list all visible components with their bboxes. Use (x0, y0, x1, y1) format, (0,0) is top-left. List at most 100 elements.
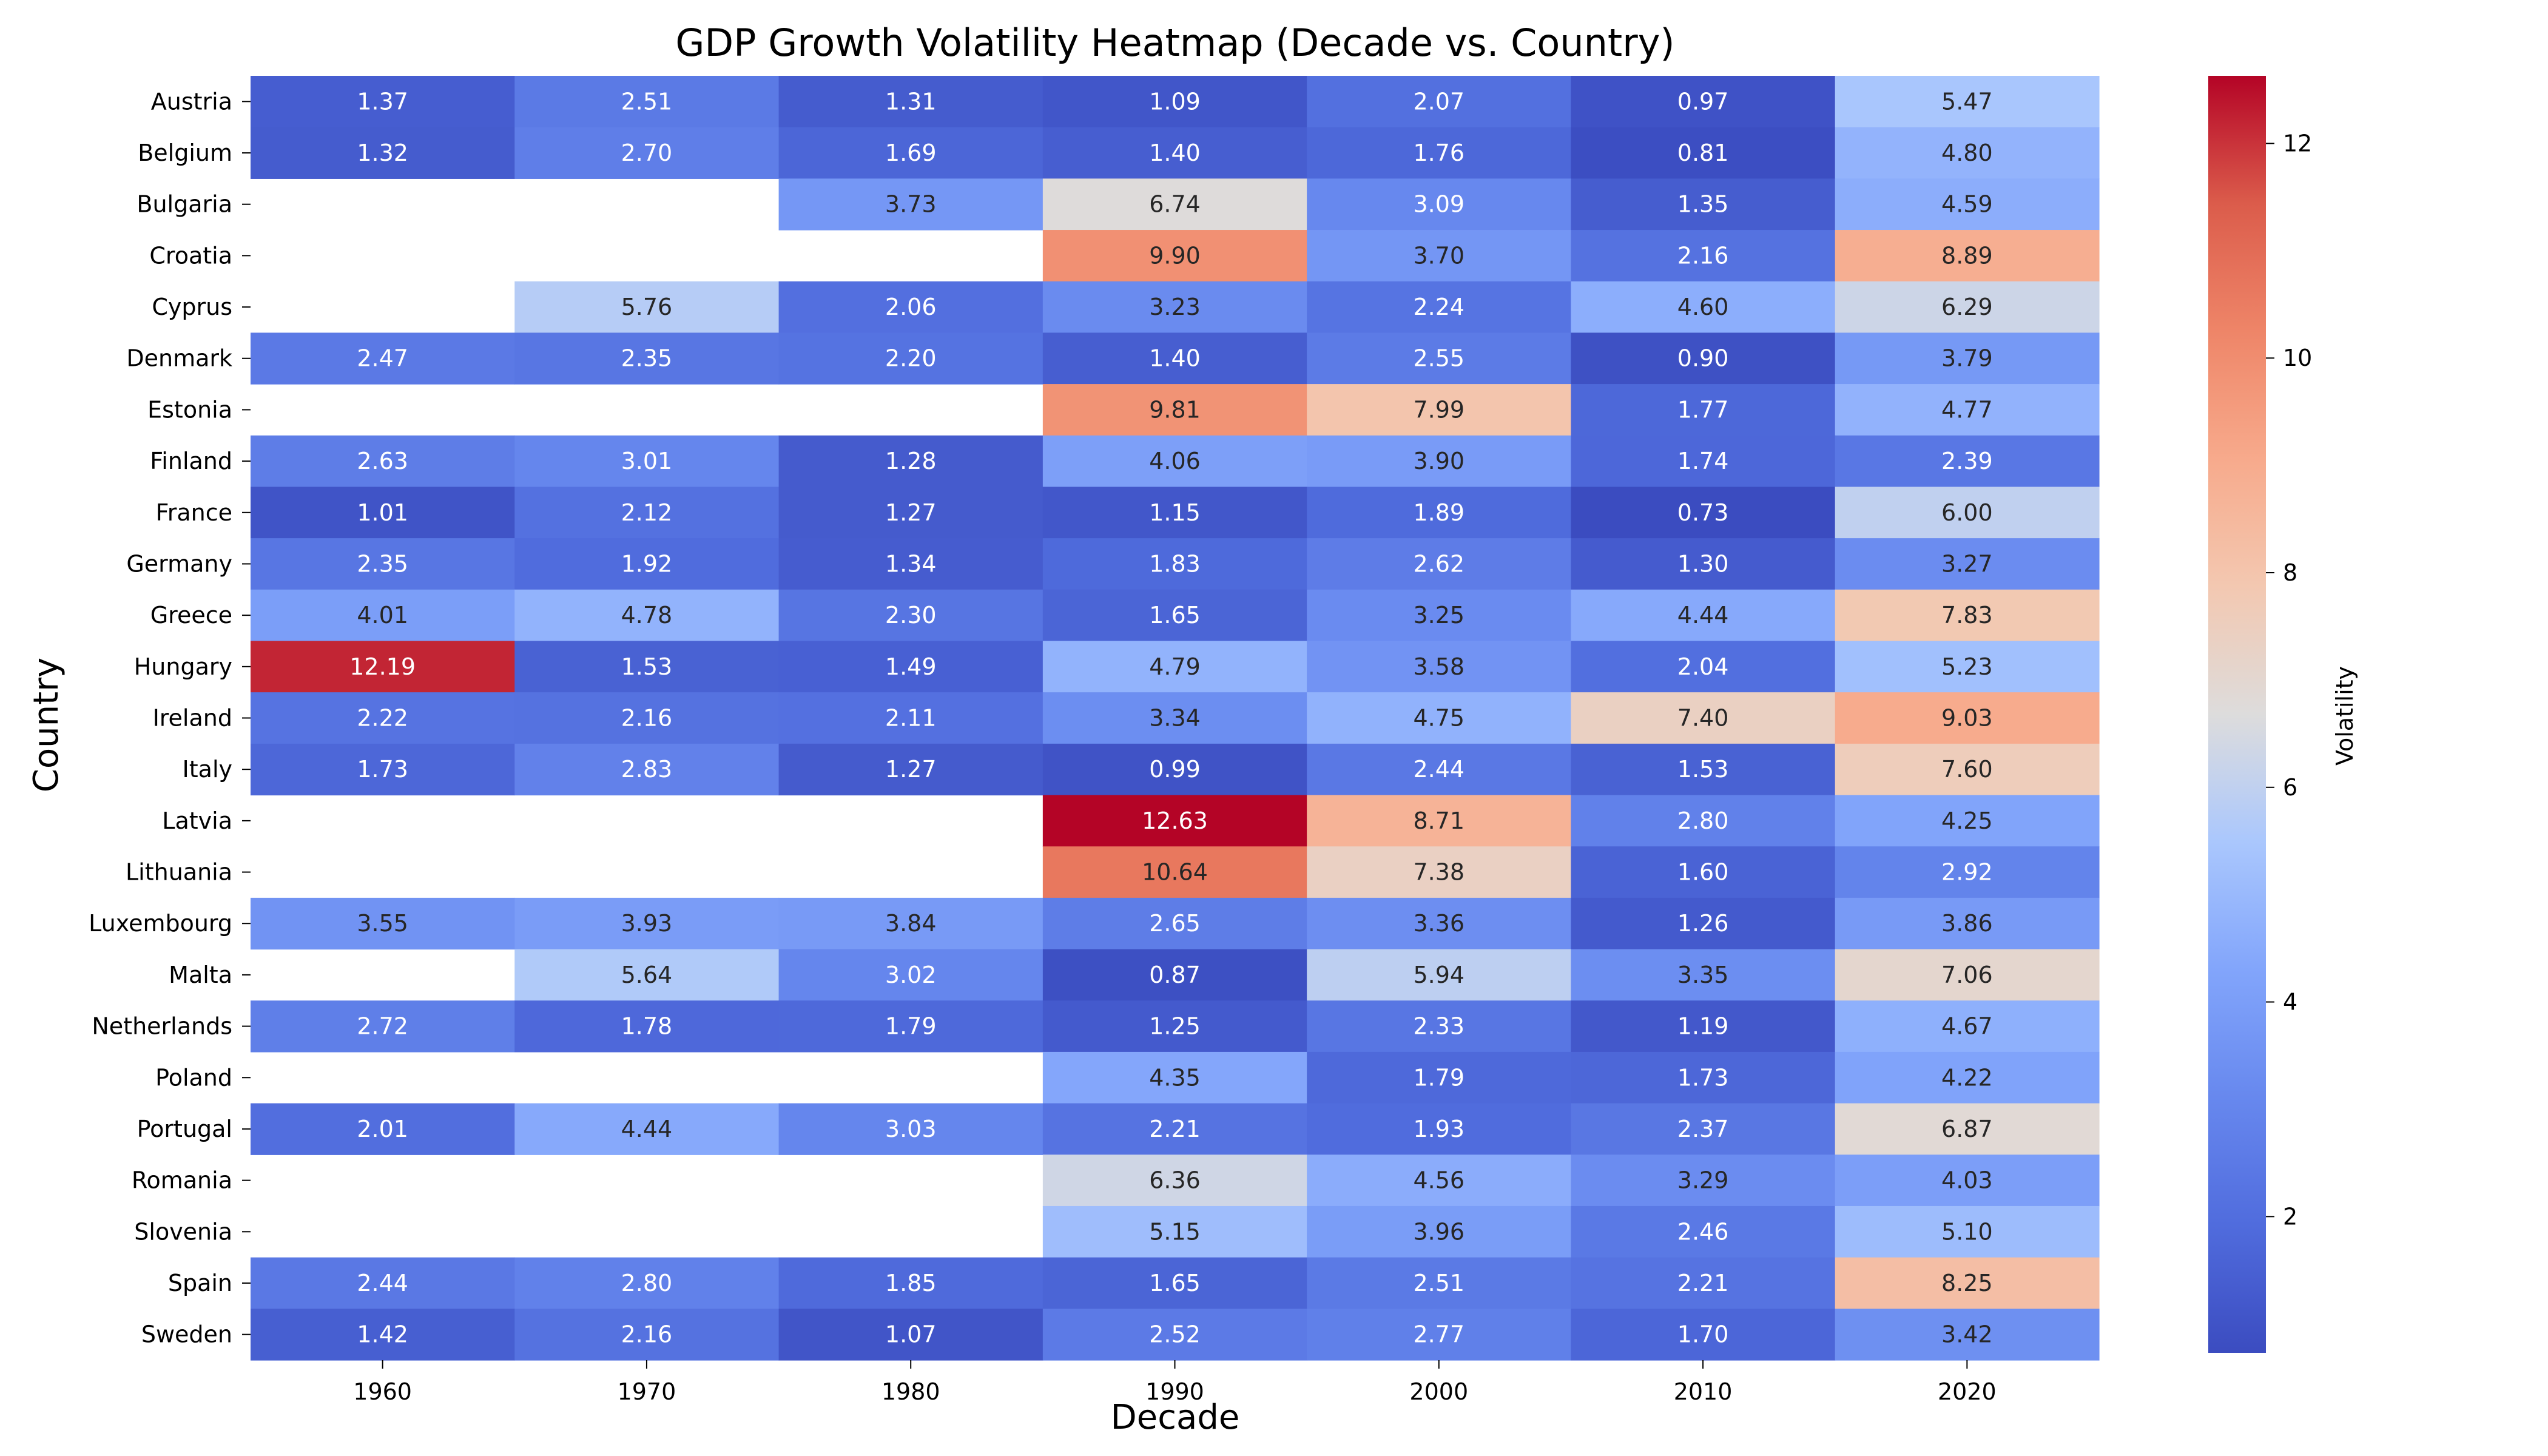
y-tick-label: Germany (126, 550, 232, 577)
heatmap-cell (251, 1257, 515, 1309)
heatmap-cell (1307, 538, 1572, 590)
colorbar-tick-label: 4 (2283, 989, 2297, 1016)
heatmap-cell (1571, 281, 1836, 333)
heatmap-cell (1307, 1051, 1572, 1104)
heatmap-cell (778, 178, 1043, 231)
heatmap-cell (778, 1257, 1043, 1309)
heatmap-cell (1042, 846, 1307, 898)
cell-value-label: 2.37 (1677, 1116, 1729, 1142)
heatmap-cell (251, 641, 515, 693)
y-tick-label: Portugal (137, 1116, 232, 1142)
cell-value-label: 2.16 (621, 1321, 673, 1348)
cell-value-label: 7.99 (1413, 396, 1464, 423)
x-tick-label: 1960 (353, 1378, 412, 1405)
heatmap-cell (1042, 230, 1307, 282)
cell-value-label: 2.20 (885, 345, 937, 372)
cell-value-label: 2.47 (357, 345, 408, 372)
y-tick-label: France (156, 499, 232, 526)
cell-value-label: 2.01 (357, 1116, 408, 1142)
heatmap-cell (1835, 1051, 2100, 1104)
heatmap-cell (1042, 384, 1307, 436)
heatmap-cells (251, 76, 2100, 1361)
colorbar-tick-label: 2 (2283, 1203, 2297, 1230)
cell-value-label: 2.24 (1413, 294, 1464, 320)
heatmap-cell (1307, 949, 1572, 1001)
cell-value-label: 9.81 (1149, 396, 1201, 423)
cell-value-label: 0.97 (1677, 88, 1729, 115)
cell-value-label: 2.70 (621, 140, 673, 166)
cell-value-label: 3.23 (1149, 294, 1201, 320)
y-tick-label: Greece (150, 602, 232, 629)
heatmap-cell (1571, 538, 1836, 590)
cell-value-label: 2.06 (885, 294, 937, 320)
cell-value-label: 7.40 (1677, 705, 1729, 732)
heatmap-cell (1042, 1103, 1307, 1155)
heatmap-cell (1042, 949, 1307, 1001)
heatmap-cell (1835, 1205, 2100, 1258)
heatmap-cell (1835, 127, 2100, 179)
cell-value-label: 7.06 (1941, 962, 1993, 988)
cell-value-label: 3.73 (885, 191, 937, 218)
cell-value-label: 1.76 (1413, 140, 1464, 166)
heatmap-cell (1835, 435, 2100, 488)
x-tick-label: 1970 (618, 1378, 676, 1405)
heatmap-cell (1835, 897, 2100, 950)
heatmap-cell (1042, 1051, 1307, 1104)
heatmap-cell (1042, 1000, 1307, 1053)
heatmap-cell (1835, 846, 2100, 898)
cell-value-label: 7.38 (1413, 859, 1464, 886)
heatmap-cell (778, 435, 1043, 488)
heatmap-cell (1571, 178, 1836, 231)
cell-value-label: 1.28 (885, 448, 937, 474)
heatmap-cell (514, 332, 780, 385)
cell-value-label: 1.92 (621, 550, 673, 577)
x-tick-label: 2010 (1674, 1378, 1733, 1405)
heatmap-cell (1835, 538, 2100, 590)
cell-value-label: 3.25 (1413, 602, 1464, 629)
heatmap-cell (514, 435, 780, 488)
y-tick-label: Poland (155, 1064, 232, 1091)
heatmap-cell (778, 1309, 1043, 1361)
cell-value-label: 4.77 (1941, 396, 1993, 423)
cell-value-label: 12.63 (1142, 807, 1208, 834)
heatmap-cell (1042, 1309, 1307, 1361)
cell-value-label: 4.44 (621, 1116, 673, 1142)
heatmap-cell (1307, 1154, 1572, 1207)
cell-value-label: 8.25 (1941, 1270, 1993, 1296)
heatmap-cell (1571, 1000, 1836, 1053)
y-tick-label: Finland (150, 448, 232, 474)
cell-value-label: 3.84 (885, 910, 937, 937)
heatmap-cell (1307, 1000, 1572, 1053)
heatmap-cell (1042, 795, 1307, 847)
cell-value-label: 1.49 (885, 653, 937, 680)
cell-value-label: 4.25 (1941, 807, 1993, 834)
heatmap-cell (251, 332, 515, 385)
colorbar-tick-label: 12 (2283, 130, 2312, 157)
heatmap-cell (1042, 76, 1307, 128)
y-tick-label: Romania (132, 1167, 232, 1194)
heatmap-cell (778, 897, 1043, 950)
heatmap-cell (1571, 795, 1836, 847)
x-axis-ticks: 1960 1970 1980 1990 2000 2010 2020 (353, 1360, 1997, 1405)
y-tick-label: Denmark (126, 345, 232, 372)
heatmap-cell (778, 692, 1043, 744)
cell-value-label: 2.51 (621, 88, 673, 115)
cell-value-label: 3.02 (885, 962, 937, 988)
y-tick-label: Latvia (162, 807, 232, 834)
cell-value-label: 3.96 (1413, 1218, 1464, 1245)
heatmap-cell (1571, 692, 1836, 744)
x-tick-label: 2020 (1938, 1378, 1997, 1405)
cell-value-label: 1.07 (885, 1321, 937, 1348)
cell-value-label: 5.15 (1149, 1218, 1201, 1245)
colorbar-tick-label: 10 (2283, 345, 2312, 371)
cell-value-label: 0.87 (1149, 962, 1201, 988)
cell-value-label: 1.79 (885, 1013, 937, 1040)
heatmap-cell (1571, 641, 1836, 693)
heatmap-cell (1042, 332, 1307, 385)
cell-value-label: 1.65 (1149, 602, 1201, 629)
heatmap-cell (778, 332, 1043, 385)
y-tick-label: Netherlands (92, 1013, 232, 1040)
heatmap-cell (778, 538, 1043, 590)
cell-value-label: 1.73 (1677, 1064, 1729, 1091)
cell-value-label: 3.58 (1413, 653, 1464, 680)
